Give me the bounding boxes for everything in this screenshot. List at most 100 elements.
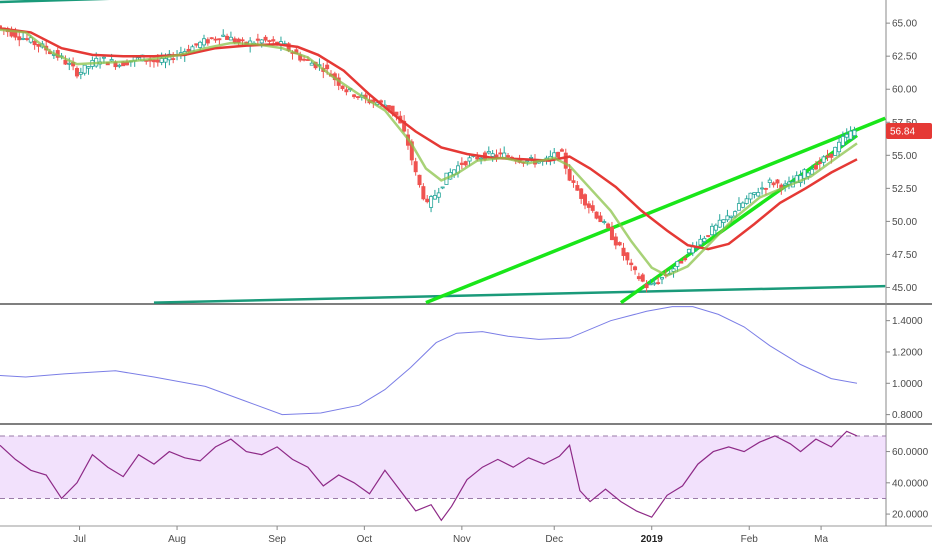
x-tick-label: 2019 xyxy=(641,534,664,545)
candle-down xyxy=(263,36,268,41)
candle-up xyxy=(101,56,106,59)
candle-down xyxy=(32,40,37,46)
price-y-axis[interactable]: 65.0062.5060.0057.5055.0052.5050.0047.50… xyxy=(886,19,917,294)
candle-down xyxy=(625,252,630,261)
candle-down xyxy=(621,247,626,256)
candle-down xyxy=(459,162,464,165)
candle-down xyxy=(817,161,822,165)
candle-down xyxy=(213,38,218,41)
candle-down xyxy=(240,39,245,42)
candle-down xyxy=(355,96,360,99)
bottom-channel-line xyxy=(153,284,886,304)
y-tick-label: 62.50 xyxy=(892,52,917,63)
candle-down xyxy=(575,185,580,191)
candle-up xyxy=(429,196,434,208)
candle-down xyxy=(267,40,272,42)
trendlines xyxy=(0,0,886,305)
x-tick-label: Dec xyxy=(545,534,563,545)
candle-down xyxy=(302,58,307,61)
candle-down xyxy=(656,282,661,284)
candle-down xyxy=(706,235,711,237)
x-tick-label: Nov xyxy=(453,534,471,545)
candle-up xyxy=(686,248,691,254)
candle-up xyxy=(82,64,87,74)
x-tick-label: Ma xyxy=(814,534,828,545)
candle-down xyxy=(590,205,595,211)
candle-down xyxy=(344,89,349,93)
price-panel[interactable] xyxy=(0,0,886,305)
candle-down xyxy=(506,155,511,158)
rsi-y-axis[interactable]: 60.0000 40.0000 20.0000 xyxy=(886,447,929,521)
candle-up xyxy=(821,156,826,163)
candle-down xyxy=(194,43,199,46)
candle-down xyxy=(563,152,568,169)
candle-up xyxy=(787,181,792,185)
candle-down xyxy=(813,164,818,170)
candle-down xyxy=(606,223,611,229)
indicator-panel[interactable] xyxy=(0,306,858,416)
candle-up xyxy=(117,64,122,67)
last-price-badge: 56.84 xyxy=(886,122,932,139)
candle-up xyxy=(840,136,845,146)
candle-up xyxy=(736,203,741,211)
candle-down xyxy=(151,59,156,63)
candle-up xyxy=(467,157,472,162)
candle-down xyxy=(775,179,780,184)
candle-down xyxy=(583,194,588,206)
x-tick-label: Jul xyxy=(73,534,86,545)
candle-up xyxy=(702,237,707,242)
indicator-y-axis[interactable]: 1.4000 1.2000 1.0000 0.8000 xyxy=(886,316,923,421)
lower-wedge-trendline xyxy=(619,134,859,305)
candle-down xyxy=(463,161,468,166)
rsi-line xyxy=(0,430,858,522)
time-x-axis[interactable]: Jul Aug Sep Oct Nov Dec 2019 Feb Ma xyxy=(73,526,828,545)
candle-up xyxy=(733,211,738,217)
candle-up xyxy=(740,202,745,208)
candle-up xyxy=(729,215,734,218)
y-tick-label: 60.0000 xyxy=(892,447,929,458)
candle-down xyxy=(579,188,584,199)
candle-up xyxy=(717,219,722,228)
candle-up xyxy=(844,133,849,138)
candle-up xyxy=(67,62,72,65)
candle-down xyxy=(24,38,29,40)
candle-down xyxy=(586,203,591,208)
candle-down xyxy=(340,85,345,89)
candle-down xyxy=(352,94,357,98)
candle-up xyxy=(713,224,718,231)
candle-down xyxy=(679,261,684,264)
candle-up xyxy=(756,192,761,197)
candle-down xyxy=(63,59,68,65)
grid-layer xyxy=(0,0,932,527)
candle-down xyxy=(556,151,561,158)
fast-moving-average-line xyxy=(0,28,858,277)
candle-down xyxy=(771,182,776,186)
candle-up xyxy=(760,187,765,190)
candle-down xyxy=(636,276,641,280)
candle-down xyxy=(425,198,430,203)
candle-up xyxy=(486,151,491,154)
y-tick-label: 60.00 xyxy=(892,85,917,96)
candle-down xyxy=(17,36,22,41)
candle-down xyxy=(0,25,3,28)
y-tick-label: 0.8000 xyxy=(892,410,923,421)
y-tick-label: 1.4000 xyxy=(892,316,923,327)
y-tick-label: 40.0000 xyxy=(892,478,929,489)
candle-up xyxy=(436,192,441,198)
candle-up xyxy=(602,221,607,224)
candle-down xyxy=(325,64,330,70)
x-tick-label: Oct xyxy=(357,534,373,545)
candle-up xyxy=(710,225,715,236)
top-channel-line xyxy=(0,0,110,4)
candle-up xyxy=(78,71,83,75)
candle-up xyxy=(744,198,749,204)
upper-wedge-trendline xyxy=(425,116,886,305)
candle-down xyxy=(494,154,499,158)
candle-up xyxy=(833,146,838,156)
candle-down xyxy=(683,258,688,261)
candle-down xyxy=(74,68,79,77)
candle-up xyxy=(432,195,437,200)
candle-up xyxy=(490,153,495,157)
rsi-panel[interactable] xyxy=(0,430,886,522)
